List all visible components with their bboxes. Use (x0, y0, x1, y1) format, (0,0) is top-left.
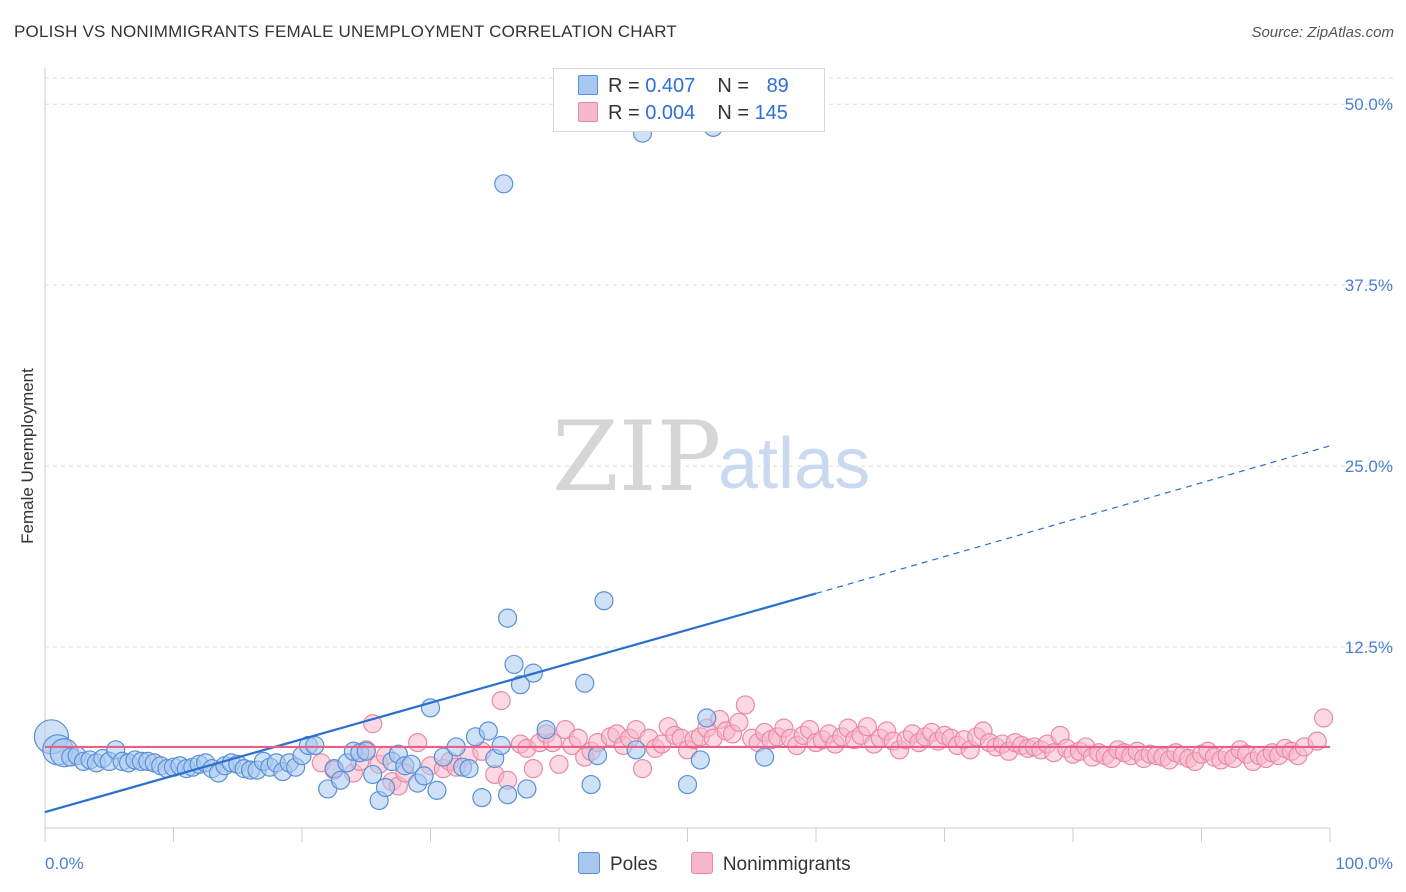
data-point (510, 675, 531, 695)
data-point (523, 759, 543, 779)
data-point (459, 759, 479, 779)
nonimmigrants-swatch-icon (578, 102, 598, 122)
nonimmigrants-legend-swatch-icon (690, 852, 713, 874)
data-point (581, 774, 601, 795)
data-point (549, 754, 569, 774)
data-point (330, 770, 351, 790)
grid-lines (45, 77, 1393, 648)
y-tick-label: 50.0% (1345, 95, 1393, 114)
legend-n-value: 145 (754, 102, 788, 124)
data-point (575, 673, 595, 693)
data-point (677, 774, 698, 795)
x-ticks (44, 828, 1331, 842)
poles-trend-extension (815, 445, 1331, 595)
data-point (491, 735, 511, 756)
legend-r-value: 0.004 (645, 102, 696, 124)
data-point (494, 174, 514, 194)
data-point (536, 719, 556, 740)
data-point (472, 787, 492, 808)
poles-legend-swatch-icon (578, 852, 600, 874)
watermark-zip: ZIP (552, 401, 721, 513)
series-legend: Poles Nonimmigrants (578, 852, 879, 876)
data-point (375, 777, 396, 798)
data-point (594, 591, 614, 611)
trend-lines (44, 445, 1331, 814)
chart-title: POLISH VS NONIMMIGRANTS FEMALE UNEMPLOYM… (14, 22, 678, 41)
data-point (1307, 731, 1327, 751)
legend-label-nonimmigrants: Nonimmigrants (722, 854, 851, 875)
data-point (1313, 708, 1334, 728)
legend-row-poles: R = 0.407 N = 89 (578, 75, 789, 99)
data-point (498, 608, 518, 628)
x-tick-label-max: 100.0% (1335, 854, 1393, 873)
data-point (498, 785, 518, 805)
legend-item-poles[interactable]: Poles (578, 852, 658, 876)
x-tick-label-min: 0.0% (45, 854, 84, 873)
data-point (427, 780, 447, 800)
data-point (517, 779, 537, 799)
data-point (690, 750, 710, 770)
y-tick-label: 12.5% (1345, 638, 1393, 657)
data-point (363, 764, 383, 785)
poles-trend-line (44, 592, 817, 814)
data-point (754, 747, 775, 767)
watermark-atlas: atlas (718, 424, 870, 504)
data-point (697, 708, 717, 728)
legend-r-label: R = (608, 102, 646, 124)
data-point (632, 759, 653, 779)
data-point (363, 714, 383, 734)
poles-swatch-icon (578, 75, 598, 95)
data-point (414, 766, 434, 786)
data-point (504, 654, 524, 675)
legend-n-label: N = (717, 102, 755, 124)
data-point (491, 691, 511, 711)
legend-r-label: R = (608, 75, 646, 97)
data-point (305, 735, 325, 756)
legend-label-poles: Poles (610, 854, 658, 875)
y-tick-label: 25.0% (1345, 457, 1393, 476)
stats-legend: R = 0.407 N = 89 R = 0.004 N = 145 (553, 68, 825, 132)
data-point (729, 712, 749, 732)
watermark: ZIP atlas (552, 401, 870, 513)
data-point (401, 754, 421, 774)
data-point (356, 741, 376, 761)
legend-n-value: 89 (766, 75, 789, 97)
poles-points (33, 94, 775, 811)
legend-row-nonimmigrants: R = 0.004 N = 145 (578, 102, 788, 126)
data-point (408, 732, 428, 753)
data-point (587, 746, 608, 766)
data-point (735, 695, 755, 715)
y-tick-label: 37.5% (1345, 276, 1393, 295)
data-point (478, 721, 498, 741)
legend-n-label: N = (717, 75, 755, 97)
data-point (626, 740, 646, 760)
y-tick-labels: 12.5% 25.0% 37.5% 50.0% (1345, 95, 1393, 657)
data-point (433, 747, 453, 767)
y-axis-label: Female Unemployment (18, 368, 37, 544)
legend-r-value: 0.407 (645, 75, 696, 97)
source-credit: Source: ZipAtlas.com (1251, 24, 1394, 41)
data-point (857, 717, 878, 737)
legend-item-nonimmigrants[interactable]: Nonimmigrants (690, 852, 851, 876)
nonimmigrants-points (311, 691, 1334, 796)
